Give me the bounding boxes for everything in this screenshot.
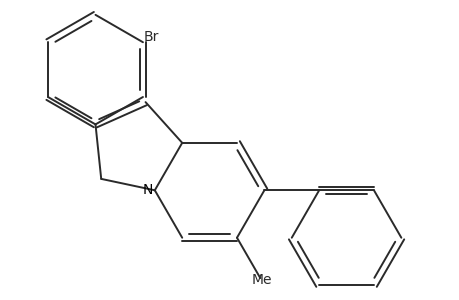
Text: N: N xyxy=(142,183,152,197)
Text: Me: Me xyxy=(251,273,271,287)
Text: Br: Br xyxy=(144,30,159,44)
